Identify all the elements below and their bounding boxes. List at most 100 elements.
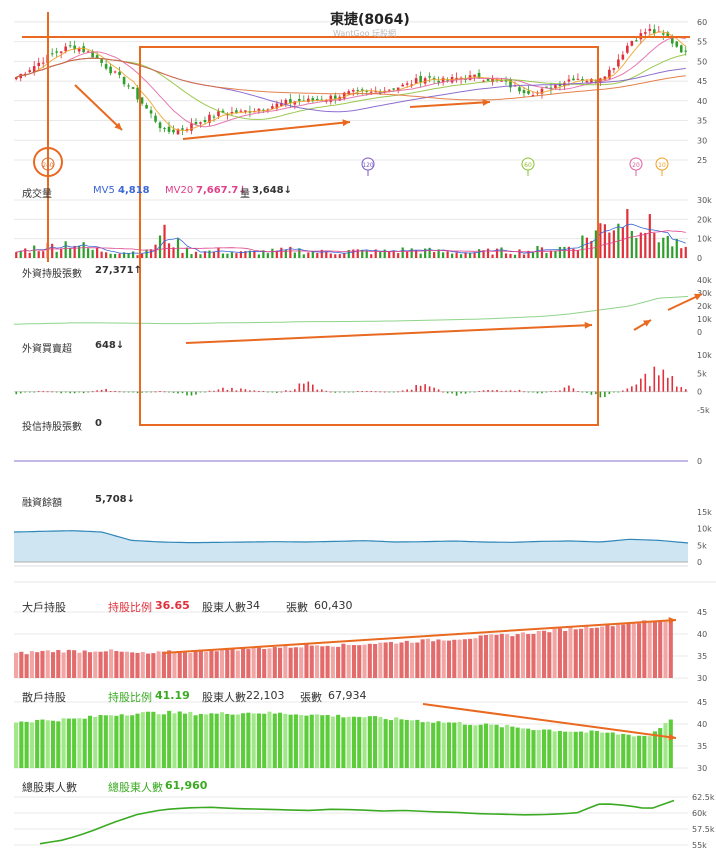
volume-bar bbox=[401, 247, 404, 258]
watermark: WantGoo 玩股網 bbox=[333, 29, 397, 38]
foreign-net-bar bbox=[271, 391, 274, 393]
candle-body bbox=[603, 76, 607, 80]
volume-bar bbox=[662, 237, 665, 258]
total-holders-y-tick: 62.5k bbox=[692, 793, 715, 802]
candle-body bbox=[455, 77, 458, 80]
volume-bar bbox=[253, 250, 256, 258]
ma-line bbox=[16, 53, 686, 120]
volume-bar bbox=[114, 253, 117, 258]
candle-body bbox=[684, 50, 688, 52]
volume-bar bbox=[657, 242, 660, 258]
annotation-arrow-foreign-head bbox=[584, 321, 592, 329]
big-holders-bar bbox=[209, 650, 214, 678]
big-holders-bar bbox=[357, 645, 362, 678]
foreign-net-bar bbox=[141, 391, 143, 393]
volume-bar bbox=[428, 247, 431, 258]
volume-bar bbox=[33, 245, 36, 258]
volume-bar bbox=[284, 249, 287, 258]
foreign-net-bar bbox=[370, 391, 373, 392]
candle-body bbox=[118, 71, 121, 76]
retail-holders-bar bbox=[124, 715, 129, 768]
big-holders-bar bbox=[151, 653, 156, 678]
foreign-net-bar bbox=[518, 389, 521, 392]
big-holders-bar bbox=[262, 649, 267, 678]
foreign-net-bar bbox=[145, 391, 148, 393]
big-holders-bar bbox=[29, 651, 34, 678]
big-holders-bar bbox=[362, 644, 367, 678]
annotation-arrow-down-head bbox=[114, 122, 122, 130]
volume-label: 成交量 bbox=[22, 189, 52, 200]
volume-bar bbox=[419, 253, 422, 258]
candle-body bbox=[284, 99, 288, 105]
volume-bar bbox=[599, 223, 602, 258]
retail-holders-bar bbox=[66, 718, 71, 768]
candle-body bbox=[158, 122, 162, 129]
big-holders-bar bbox=[536, 630, 541, 678]
retail-holders-bar bbox=[283, 713, 288, 768]
retail-holders-bar bbox=[542, 729, 547, 768]
volume-bar bbox=[356, 249, 359, 258]
big-holders-bar bbox=[473, 638, 478, 678]
foreign-net-bar bbox=[514, 390, 516, 392]
volume-bar bbox=[361, 249, 364, 258]
foreign-net-bar bbox=[46, 391, 49, 393]
foreign-net-bar bbox=[464, 391, 467, 394]
candle-body bbox=[212, 116, 216, 118]
foreign-net-bar bbox=[536, 391, 539, 394]
volume-bar bbox=[172, 247, 175, 258]
big-holders-y-tick: 40 bbox=[697, 630, 707, 639]
big-holders-bar bbox=[425, 638, 430, 678]
big-holders-bar bbox=[526, 634, 531, 678]
foreign-net-bar bbox=[24, 391, 27, 393]
candle-body bbox=[644, 32, 647, 34]
retail-holders-bar bbox=[600, 732, 605, 768]
candle-body bbox=[594, 80, 598, 82]
foreign-net-bar bbox=[280, 391, 283, 393]
foreign-net-bar bbox=[244, 389, 247, 392]
volume-bar bbox=[554, 250, 557, 258]
foreign-net-bar bbox=[343, 391, 346, 393]
big-holders-bar bbox=[77, 652, 82, 678]
big-holders-bar bbox=[50, 652, 56, 678]
foreign-net-bar bbox=[572, 388, 575, 392]
retail-holders-bar bbox=[457, 722, 462, 768]
foreign-net-bar bbox=[154, 391, 157, 393]
big-holders-bar bbox=[188, 652, 193, 678]
retail-holders-bar bbox=[536, 729, 541, 768]
retail-holders-bar bbox=[325, 715, 330, 768]
big-holders-bar bbox=[235, 650, 240, 678]
big-holders-bar bbox=[135, 652, 140, 678]
big-holders-bar bbox=[510, 636, 515, 678]
retail-holders-bar bbox=[605, 732, 610, 768]
big-holders-bar bbox=[124, 651, 129, 678]
big-holders-bar bbox=[320, 646, 325, 678]
foreign-net-bar bbox=[415, 384, 417, 392]
volume-bar bbox=[495, 248, 499, 258]
foreign-net-bar bbox=[644, 373, 647, 392]
candle-body bbox=[145, 104, 148, 109]
foreign-net-bar bbox=[397, 391, 399, 393]
retail-holders-bar bbox=[209, 713, 214, 768]
candle-body bbox=[410, 84, 413, 86]
volume-bar bbox=[626, 209, 629, 258]
annotation-arrow-up-2-head bbox=[482, 98, 490, 106]
big-holders-bar bbox=[146, 653, 151, 678]
foreign-net-bar bbox=[505, 390, 507, 392]
retail-holders-bar bbox=[156, 714, 161, 768]
retail-holders-bar bbox=[637, 735, 642, 768]
volume-bar bbox=[60, 248, 63, 258]
candle-body bbox=[77, 48, 81, 52]
foreign-net-bar bbox=[500, 390, 503, 392]
candle-body bbox=[329, 95, 333, 102]
volume-bar bbox=[221, 253, 225, 258]
foreign-net-bar bbox=[231, 387, 233, 392]
volume-bar bbox=[424, 248, 427, 258]
retail-holders-bar bbox=[151, 711, 156, 768]
retail-holders-bar bbox=[578, 731, 584, 768]
foreign-net-bar bbox=[82, 391, 85, 394]
retail-holders-bar bbox=[235, 714, 240, 768]
foreign-net-bar bbox=[347, 391, 350, 393]
candle-body bbox=[136, 87, 139, 100]
candle-body bbox=[369, 91, 373, 93]
foreign-net-bar bbox=[599, 391, 602, 398]
